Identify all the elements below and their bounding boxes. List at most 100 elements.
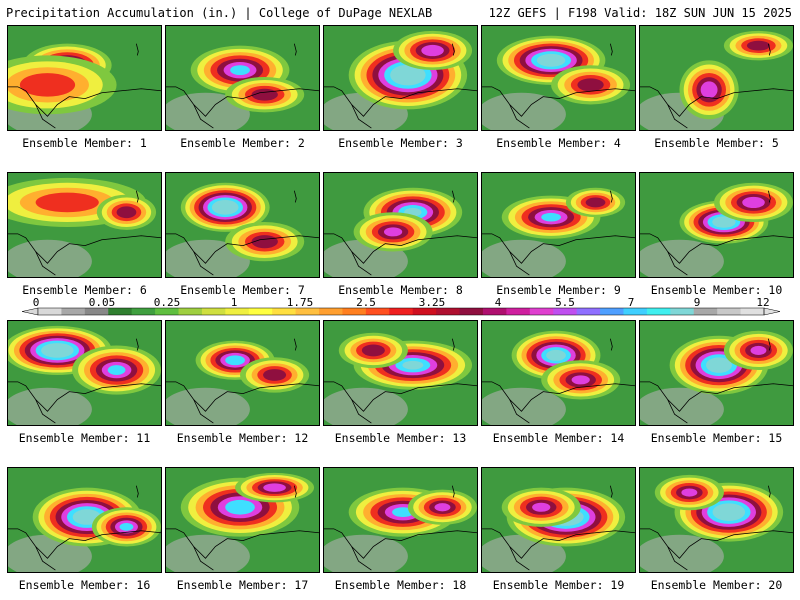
colorbar-tick-label: 0 [33, 296, 40, 309]
boundary-line [8, 381, 161, 412]
boundary-line [35, 104, 56, 129]
boundary-line [482, 233, 635, 264]
ensemble-member-label: Ensemble Member: 4 [496, 136, 621, 150]
precip-contour [216, 202, 235, 213]
colorbar-max-arrow [763, 307, 781, 316]
ensemble-member-panel: Ensemble Member: 14 [481, 320, 636, 445]
ensemble-member-label: Ensemble Member: 5 [654, 136, 779, 150]
boundary-line [482, 381, 635, 412]
boundary-line [166, 233, 319, 264]
ensemble-member-label: Ensemble Member: 11 [18, 431, 151, 445]
colorbar-tick-label: 9 [694, 296, 701, 309]
boundary-line [482, 528, 635, 559]
boundary-line [609, 190, 613, 203]
ensemble-member-panel: Ensemble Member: 12 [165, 320, 320, 445]
ensemble-member-panel: Ensemble Member: 1 [7, 25, 162, 150]
colorbar-swatch [576, 308, 601, 315]
colorbar-outline [37, 307, 765, 316]
precip-contour [541, 212, 561, 222]
boundary-line [166, 381, 319, 412]
precip-contour [46, 345, 69, 356]
boundary-line [193, 104, 214, 129]
boundary-line [293, 338, 297, 351]
colorbar-tick-label: 3.25 [419, 296, 446, 309]
boundary-line [609, 338, 613, 351]
boundary-line [767, 338, 771, 351]
ensemble-member-panel: Ensemble Member: 13 [323, 320, 478, 445]
precip-contour [750, 345, 767, 355]
boundary-line [8, 528, 161, 559]
ensemble-member-label: Ensemble Member: 9 [496, 283, 621, 297]
precip-contour [396, 68, 420, 82]
colorbar-swatch [459, 308, 484, 315]
boundary-line [351, 104, 372, 129]
boundary-line [451, 338, 455, 351]
colorbar-swatch [740, 308, 765, 315]
precip-contour [116, 206, 137, 219]
precipitation-map [639, 25, 794, 131]
precip-contour [717, 506, 740, 519]
colorbar-swatch [61, 308, 86, 315]
precip-contour [383, 227, 403, 237]
precipitation-map [481, 467, 636, 573]
dry-area [482, 387, 566, 425]
boundary-line [509, 104, 530, 129]
dry-area [640, 239, 724, 277]
precipitation-map [639, 172, 794, 278]
colorbar-swatch [155, 308, 180, 315]
boundary-line [767, 485, 771, 498]
dry-area [640, 387, 724, 425]
precip-contour [230, 65, 250, 76]
colorbar-swatch [84, 308, 109, 315]
boundary-line [193, 399, 214, 424]
precip-contour [700, 81, 718, 99]
precip-contour [742, 196, 765, 209]
precipitation-map [481, 320, 636, 426]
colorbar-swatch [412, 308, 437, 315]
dry-area [640, 534, 724, 572]
colorbar-swatch [482, 308, 507, 315]
boundary-line [509, 546, 530, 571]
ensemble-member-label: Ensemble Member: 19 [492, 578, 625, 592]
precipitation-map [323, 25, 478, 131]
colorbar-tick-label: 4 [495, 296, 502, 309]
colorbar-tick-label: 0.25 [154, 296, 181, 309]
ensemble-member-panel: Ensemble Member: 3 [323, 25, 478, 150]
ensemble-member-label: Ensemble Member: 16 [18, 578, 151, 592]
boundary-line [451, 190, 455, 203]
boundary-line [135, 485, 139, 498]
ensemble-member-label: Ensemble Member: 13 [334, 431, 467, 445]
boundary-line [166, 528, 319, 559]
boundary-line [35, 546, 56, 571]
colorbar-swatch [365, 308, 390, 315]
boundary-line [324, 528, 477, 559]
precipitation-map [7, 467, 162, 573]
boundary-line [324, 86, 477, 117]
ensemble-member-label: Ensemble Member: 8 [338, 283, 463, 297]
precipitation-map [165, 320, 320, 426]
colorbar-swatch [108, 308, 133, 315]
colorbar-tick-label: 1.75 [287, 296, 314, 309]
precip-contour [532, 502, 551, 512]
ensemble-member-label: Ensemble Member: 6 [22, 283, 147, 297]
ensemble-member-panel: Ensemble Member: 9 [481, 172, 636, 297]
ensemble-member-panel: Ensemble Member: 6 [7, 172, 162, 297]
boundary-line [640, 233, 793, 264]
precipitation-map [639, 320, 794, 426]
boundary-line [193, 546, 214, 571]
boundary-line [324, 381, 477, 412]
colorbar-tick-label: 1 [231, 296, 238, 309]
colorbar-swatch [600, 308, 624, 315]
boundary-line [451, 43, 455, 56]
boundary-line [135, 338, 139, 351]
boundary-line [166, 86, 319, 117]
ensemble-member-panel: Ensemble Member: 7 [165, 172, 320, 297]
boundary-line [667, 399, 688, 424]
colorbar-swatch [131, 308, 156, 315]
precip-contour [711, 360, 727, 370]
precip-contour [546, 349, 566, 361]
ensemble-member-label: Ensemble Member: 14 [492, 431, 625, 445]
ensemble-member-panel: Ensemble Member: 16 [7, 467, 162, 592]
precip-contour [434, 503, 451, 512]
precipitation-map [7, 320, 162, 426]
